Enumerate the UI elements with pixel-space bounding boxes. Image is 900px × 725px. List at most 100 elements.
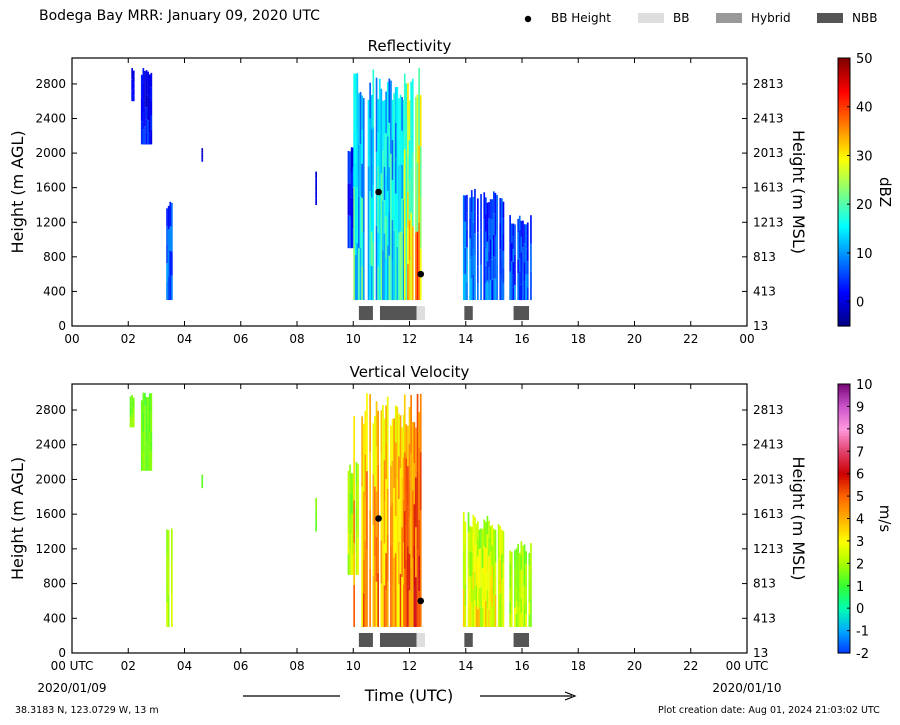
colorbar-band [838, 213, 850, 217]
echo-cell [391, 179, 394, 220]
echo-cell [493, 256, 495, 279]
echo-cell [494, 257, 497, 279]
echo-cell [520, 541, 523, 556]
echo-cell [393, 557, 395, 627]
echo-cell [515, 561, 518, 575]
x-tick-label: 18 [571, 332, 586, 346]
y-tick-label: 800 [43, 577, 66, 591]
echo-cell [402, 414, 405, 458]
y-tick-label-right: 2813 [753, 403, 784, 417]
x-tick-label: 08 [289, 659, 304, 673]
echo-cell [142, 68, 145, 84]
echo-region [315, 171, 317, 205]
echo-cell [520, 268, 523, 285]
colorbar-band [838, 72, 850, 76]
echo-region [509, 215, 532, 301]
echo-cell [517, 232, 519, 246]
x-tick-label: 12 [402, 332, 417, 346]
echo-cell [410, 81, 412, 126]
colorbar-band [838, 398, 850, 402]
echo-cell [393, 418, 395, 488]
echo-cell [142, 392, 145, 413]
echo-cell [486, 571, 489, 590]
echo-cell [166, 245, 168, 264]
start-date: 2020/01/09 [37, 681, 106, 695]
y-tick-label-right: 413 [753, 611, 776, 625]
echo-cell [530, 599, 532, 627]
echo-cell [517, 543, 519, 565]
echo-cell [407, 263, 409, 301]
echo-cell [520, 284, 523, 301]
colorbar-band [838, 562, 850, 566]
echo-cell [166, 263, 168, 282]
echo-cell [401, 427, 403, 478]
echo-cell [512, 236, 515, 249]
colorbar-band [838, 82, 850, 86]
echo-cell [518, 271, 521, 286]
colorbar-band [838, 272, 850, 276]
echo-cell [474, 599, 476, 627]
echo-cell [517, 286, 519, 300]
echo-cell [362, 525, 365, 560]
colorbar-band [838, 445, 850, 449]
echo-cell [369, 452, 371, 511]
echo-cell [148, 132, 151, 145]
echo-cell [474, 188, 476, 212]
colorbar-band [838, 269, 850, 273]
echo-cell [140, 400, 143, 413]
x-tick-label: 16 [514, 659, 529, 673]
echo-cell [491, 239, 494, 260]
echo-cell [475, 565, 478, 586]
echo-cell [361, 556, 363, 627]
echo-cell [502, 563, 505, 595]
colorbar-band [838, 579, 850, 583]
colorbar-band [838, 274, 850, 278]
echo-cell [386, 396, 389, 443]
colorbar: 0 10 20 30 40 50 dBZ [837, 52, 894, 327]
echo-cell [402, 499, 405, 543]
echo-cell [383, 166, 386, 200]
colorbar-band [838, 638, 850, 642]
echo-cell [486, 202, 489, 223]
echo-cell [201, 155, 204, 158]
echo-cell [369, 227, 371, 264]
echo-cell [147, 421, 149, 447]
echo-cell [408, 260, 411, 300]
colorbar-band [838, 577, 850, 581]
echo-cell [462, 221, 465, 248]
echo-cell [349, 183, 351, 216]
echo-cell [350, 147, 353, 173]
echo-cell [132, 82, 135, 89]
echo-cell [355, 529, 358, 553]
colorbar-band [838, 516, 850, 520]
panel-title: Reflectivity [368, 37, 452, 55]
echo-cell [391, 99, 394, 140]
y-tick-label-right: 813 [753, 250, 776, 264]
echo-cell [355, 462, 358, 485]
colorbar-band [838, 633, 850, 637]
echo-cell [382, 479, 384, 554]
echo-cell [315, 191, 317, 199]
y-tick-label-right: 1213 [753, 542, 784, 556]
echo-cell [394, 229, 397, 265]
echo-cell [477, 266, 479, 284]
echo-cell [501, 279, 503, 300]
echo-cell [469, 218, 471, 239]
echo-cell [407, 466, 409, 507]
echo-cell [512, 261, 515, 275]
echo-cell [364, 454, 367, 498]
echo-cell [129, 411, 132, 418]
echo-cell [166, 281, 168, 300]
echo-cell [357, 463, 359, 501]
colorbar-band [838, 403, 850, 407]
echo-cell [362, 593, 365, 627]
echo-cell [166, 602, 168, 627]
colorbar-band [838, 586, 850, 591]
colorbar-band [838, 545, 850, 549]
echo-cell [355, 507, 358, 530]
echo-cell [483, 192, 486, 220]
colorbar-band [838, 131, 850, 135]
echo-cell [410, 511, 412, 569]
echo-cell [489, 551, 492, 577]
